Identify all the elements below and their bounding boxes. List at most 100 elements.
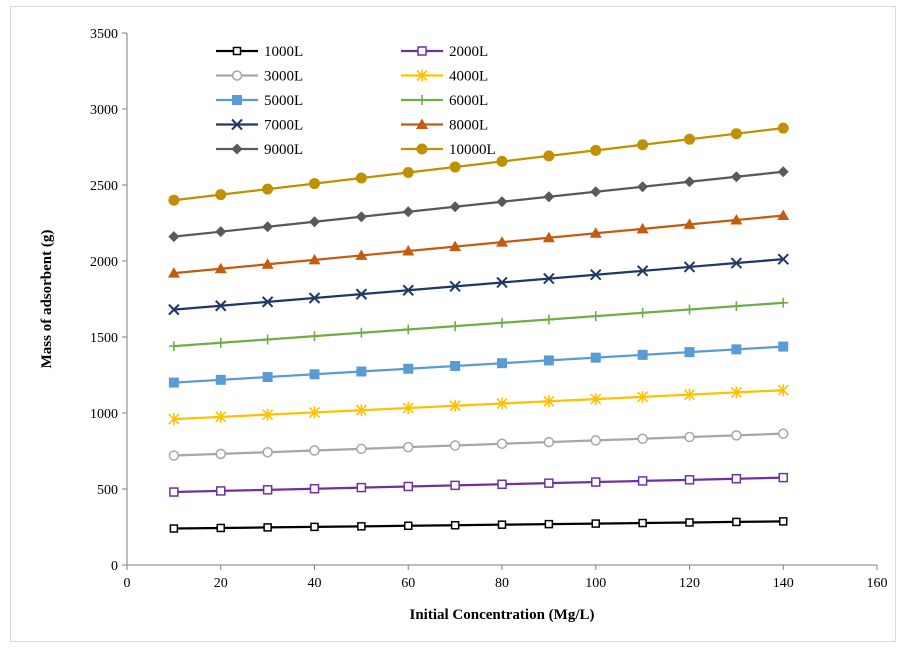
legend-item: 7000L [216,118,303,134]
line-chart: 0 500 1000 1500 2000 2500 3000 3500 0 20 40 60 80 100… [39,27,888,623]
series-line [173,214,784,275]
data-point [497,317,507,328]
series-line [173,301,784,348]
data-point [778,472,788,483]
data-point [216,486,226,496]
data-point [309,216,320,228]
data-point [684,431,695,443]
x-tick-label: 100 [585,576,606,591]
data-point [168,341,179,352]
data-point [402,166,414,178]
series-line [173,345,784,384]
data-point [496,196,508,208]
data-point [215,189,227,201]
series-line [173,258,784,311]
data-point [543,191,555,203]
series-line [173,432,784,457]
data-point [637,181,649,193]
data-point [637,139,649,151]
data-point [543,395,555,408]
data-point [590,311,601,322]
data-point [261,296,274,308]
data-point [355,249,368,260]
data-point [590,393,602,406]
data-point [310,522,319,532]
x-tick-label: 140 [773,576,794,591]
data-point [262,372,273,383]
data-point [355,172,367,184]
series-8000L [167,209,790,278]
data-point [308,406,321,419]
data-point [403,324,414,335]
series-7000L [168,253,789,316]
data-point [731,301,742,312]
data-point [356,482,367,493]
data-point [355,404,367,417]
data-point [730,386,742,399]
data-point [497,479,507,490]
data-point [590,186,602,198]
data-point [168,194,180,206]
data-point [543,355,554,366]
y-tick-label: 500 [97,483,118,498]
data-point [309,483,320,494]
data-point [309,369,320,380]
data-point [309,445,320,456]
data-point [449,201,461,213]
data-point [215,300,227,312]
legend-marker [231,143,243,155]
data-point [543,314,554,325]
data-point [777,166,789,178]
y-tick-label: 0 [111,559,118,574]
data-point [778,341,789,352]
data-point [168,231,180,243]
y-tick-label: 3500 [90,27,118,42]
data-point [215,374,226,385]
x-tick-label: 160 [867,576,888,591]
legend-item: 9000L [216,142,303,158]
legend-marker [417,46,427,56]
series-line [173,476,784,494]
series-4000L [168,384,789,426]
legend-marker [231,118,243,131]
data-point [309,331,320,342]
legend-label: 5000L [264,93,303,109]
data-point [262,408,274,421]
data-point [262,221,274,233]
data-point [168,377,179,388]
data-point [589,227,602,238]
x-tick-label: 60 [401,576,415,591]
data-point [262,183,274,195]
data-point [215,226,227,238]
legend-item: 10000L [401,142,496,158]
data-point [404,521,413,531]
data-point [683,388,696,401]
legend-item: 3000L [216,69,303,85]
data-point [262,334,273,345]
data-point [590,435,601,446]
data-point [637,307,648,318]
legend-label: 1000L [264,44,303,60]
series-1000L [169,517,788,533]
chart-frame: 0 500 1000 1500 2000 2500 3000 3500 0 20 40 60 80 100… [10,6,896,642]
data-point [544,478,554,488]
legend-marker [416,69,428,82]
legend-label: 2000L [449,44,488,60]
legend-marker [232,95,242,105]
legend-item: 6000L [401,93,488,109]
data-point [215,448,226,460]
data-point [357,522,366,531]
data-point [309,178,320,190]
data-point [496,397,508,410]
x-tick-label: 0 [124,576,131,591]
legend-item: 1000L [216,44,303,60]
x-tick-label: 80 [495,576,509,591]
series-line [173,389,784,421]
data-point [356,443,367,455]
data-point [638,518,647,528]
data-point [636,265,649,277]
data-point [449,440,461,451]
data-point [450,360,461,371]
data-point [778,297,789,308]
series-line [173,127,784,202]
